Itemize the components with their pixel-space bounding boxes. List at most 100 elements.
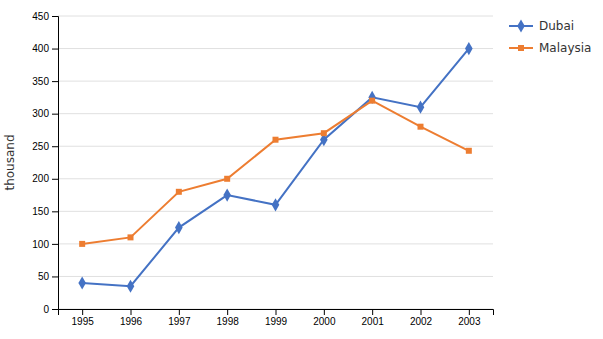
tick-label: 2002 [410, 316, 433, 327]
tick-label: 1996 [120, 316, 143, 327]
line [82, 49, 469, 287]
tick: 1999 [265, 309, 288, 327]
grid-line [58, 16, 493, 17]
tick: 300 [32, 108, 58, 119]
tick-mark [131, 309, 132, 315]
tick: 150 [32, 206, 58, 217]
tick: 100 [32, 239, 58, 250]
tick: 450 [32, 11, 58, 22]
tick: 350 [32, 76, 58, 87]
tick: 2001 [362, 309, 385, 327]
point [273, 137, 279, 143]
tick: 1995 [72, 309, 95, 327]
point [223, 188, 231, 201]
plot: 1995 1996 1997 1998 1999 2000 2001 2002 2003 0 50 1… [3, 11, 494, 327]
tick-label: 450 [32, 11, 49, 22]
tick-mark [421, 309, 422, 315]
tick-label: 50 [38, 271, 50, 282]
legend-item: Dubai [509, 19, 574, 33]
tick-mark [469, 309, 470, 315]
tick-mark [82, 309, 83, 315]
point [272, 198, 280, 211]
x-axis: 1995 1996 1997 1998 1999 2000 2001 2002 2003 [59, 309, 494, 327]
tick-mark [52, 16, 58, 17]
legend-item: Malaysia [509, 41, 591, 55]
tick-label: 2001 [362, 316, 385, 327]
tick-label: 100 [32, 239, 49, 250]
legend-marker [518, 45, 524, 51]
tick-label: 150 [32, 206, 49, 217]
tick-mark [372, 309, 373, 315]
y-axis: 0 50 100 150 200 250 300 350 400 450 [32, 11, 58, 315]
tick: 1997 [168, 309, 191, 327]
tick: 200 [32, 173, 58, 184]
legend: Dubai Malaysia [509, 19, 591, 55]
tick-label: 1995 [72, 316, 95, 327]
grid-line [58, 243, 493, 244]
point [369, 98, 375, 104]
tick-mark [179, 309, 180, 315]
point [466, 148, 472, 154]
tick: 2002 [410, 309, 433, 327]
grid-line [58, 178, 493, 179]
tick-mark [52, 276, 58, 277]
tick-label: 300 [32, 108, 49, 119]
tick-mark [276, 309, 277, 315]
axis-line [52, 17, 59, 310]
tick-mark [52, 244, 58, 245]
grid-line [58, 276, 493, 277]
legend-marker [517, 19, 525, 32]
tick-mark [52, 49, 58, 50]
tick-mark [52, 146, 58, 147]
grid-line [58, 113, 493, 114]
legend-label: Dubai [539, 19, 574, 33]
point [78, 276, 86, 289]
point [128, 234, 134, 240]
legend-label: Malaysia [539, 41, 591, 55]
point [321, 130, 327, 136]
tick: 1996 [120, 309, 143, 327]
point [127, 280, 135, 293]
tick: 2000 [313, 309, 336, 327]
tick-label: 0 [43, 304, 49, 315]
tick-label: 350 [32, 76, 49, 87]
tick: 1998 [217, 309, 240, 327]
tick-mark [52, 179, 58, 180]
marks [78, 42, 472, 293]
line [82, 101, 469, 244]
tick-label: 2000 [313, 316, 336, 327]
tick-label: 400 [32, 43, 49, 54]
tick: 50 [38, 271, 58, 282]
tick-mark [324, 309, 325, 315]
tick-label: 1999 [265, 316, 288, 327]
tick-label: 200 [32, 173, 49, 184]
tick-label: 1997 [168, 316, 191, 327]
point [418, 124, 424, 130]
tick-mark [52, 81, 58, 82]
point [368, 91, 376, 104]
point [224, 176, 230, 182]
tick-label: 2003 [458, 316, 481, 327]
tick: 2003 [458, 309, 481, 327]
tick-label: 1998 [217, 316, 240, 327]
point [79, 241, 85, 247]
point [176, 189, 182, 195]
tick-mark [227, 309, 228, 315]
grid-line [58, 146, 493, 147]
grid [58, 16, 493, 309]
tick: 400 [32, 43, 58, 54]
axis-title: thousand [3, 134, 17, 190]
axis-line [59, 310, 494, 316]
grid-line [58, 48, 493, 49]
tick-label: 250 [32, 141, 49, 152]
grid-line [58, 81, 493, 82]
point [175, 221, 183, 234]
point [465, 42, 473, 55]
point [417, 101, 425, 114]
tick: 250 [32, 141, 58, 152]
tick-mark [52, 309, 58, 310]
tick-mark [52, 211, 58, 212]
tick-mark [52, 114, 58, 115]
chart: 1995 1996 1997 1998 1999 2000 2001 2002 2003 0 50 1… [0, 0, 603, 339]
tick: 0 [43, 304, 58, 315]
